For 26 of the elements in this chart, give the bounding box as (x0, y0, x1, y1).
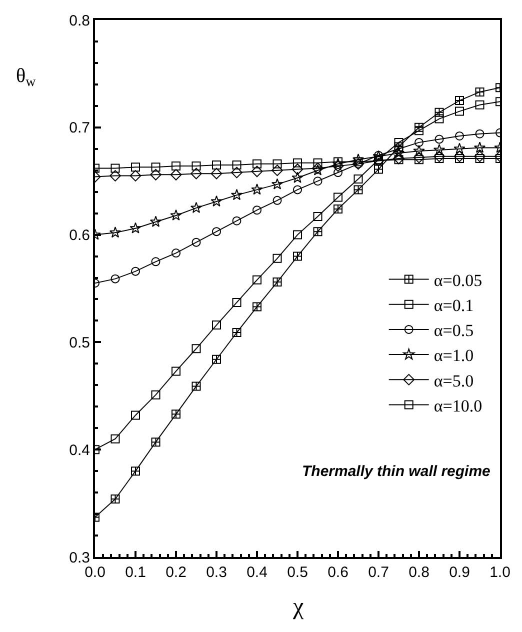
x-tick-label: 0.8 (408, 564, 430, 581)
x-tick-label: 0.5 (287, 564, 308, 581)
x-tick-label: 0.2 (166, 564, 186, 581)
y-tick-label: 0.4 (69, 442, 90, 459)
x-tick-label: 0.3 (206, 564, 227, 581)
x-tick-label: 0.4 (246, 564, 268, 581)
x-tick-label: 0.0 (84, 564, 106, 581)
x-tick-label: 0.6 (328, 564, 348, 581)
legend-label: α=0.5 (434, 321, 474, 340)
legend-label: α=1.0 (434, 346, 474, 366)
x-tick-label: 0.9 (449, 564, 470, 581)
x-axis-title: χ (292, 594, 304, 620)
y-axis-title: θ$_{w}$ (16, 65, 37, 90)
legend-label: α=10.0 (434, 396, 482, 416)
legend-label: α=0.1 (434, 296, 474, 315)
legend-label: α=5.0 (434, 371, 474, 390)
legend-label: α=0.05 (434, 270, 482, 290)
annotation: Thermally thin wall regime (302, 463, 490, 480)
y-tick-label: 0.6 (69, 227, 90, 244)
y-tick-label: 0.8 (69, 12, 90, 30)
y-tick-label: 0.5 (69, 334, 90, 352)
y-tick-label: 0.3 (69, 549, 90, 566)
x-tick-label: 1.0 (490, 564, 510, 581)
x-tick-label: 0.1 (125, 564, 146, 581)
y-tick-label: 0.7 (69, 120, 90, 137)
x-tick-label: 0.7 (368, 564, 389, 581)
